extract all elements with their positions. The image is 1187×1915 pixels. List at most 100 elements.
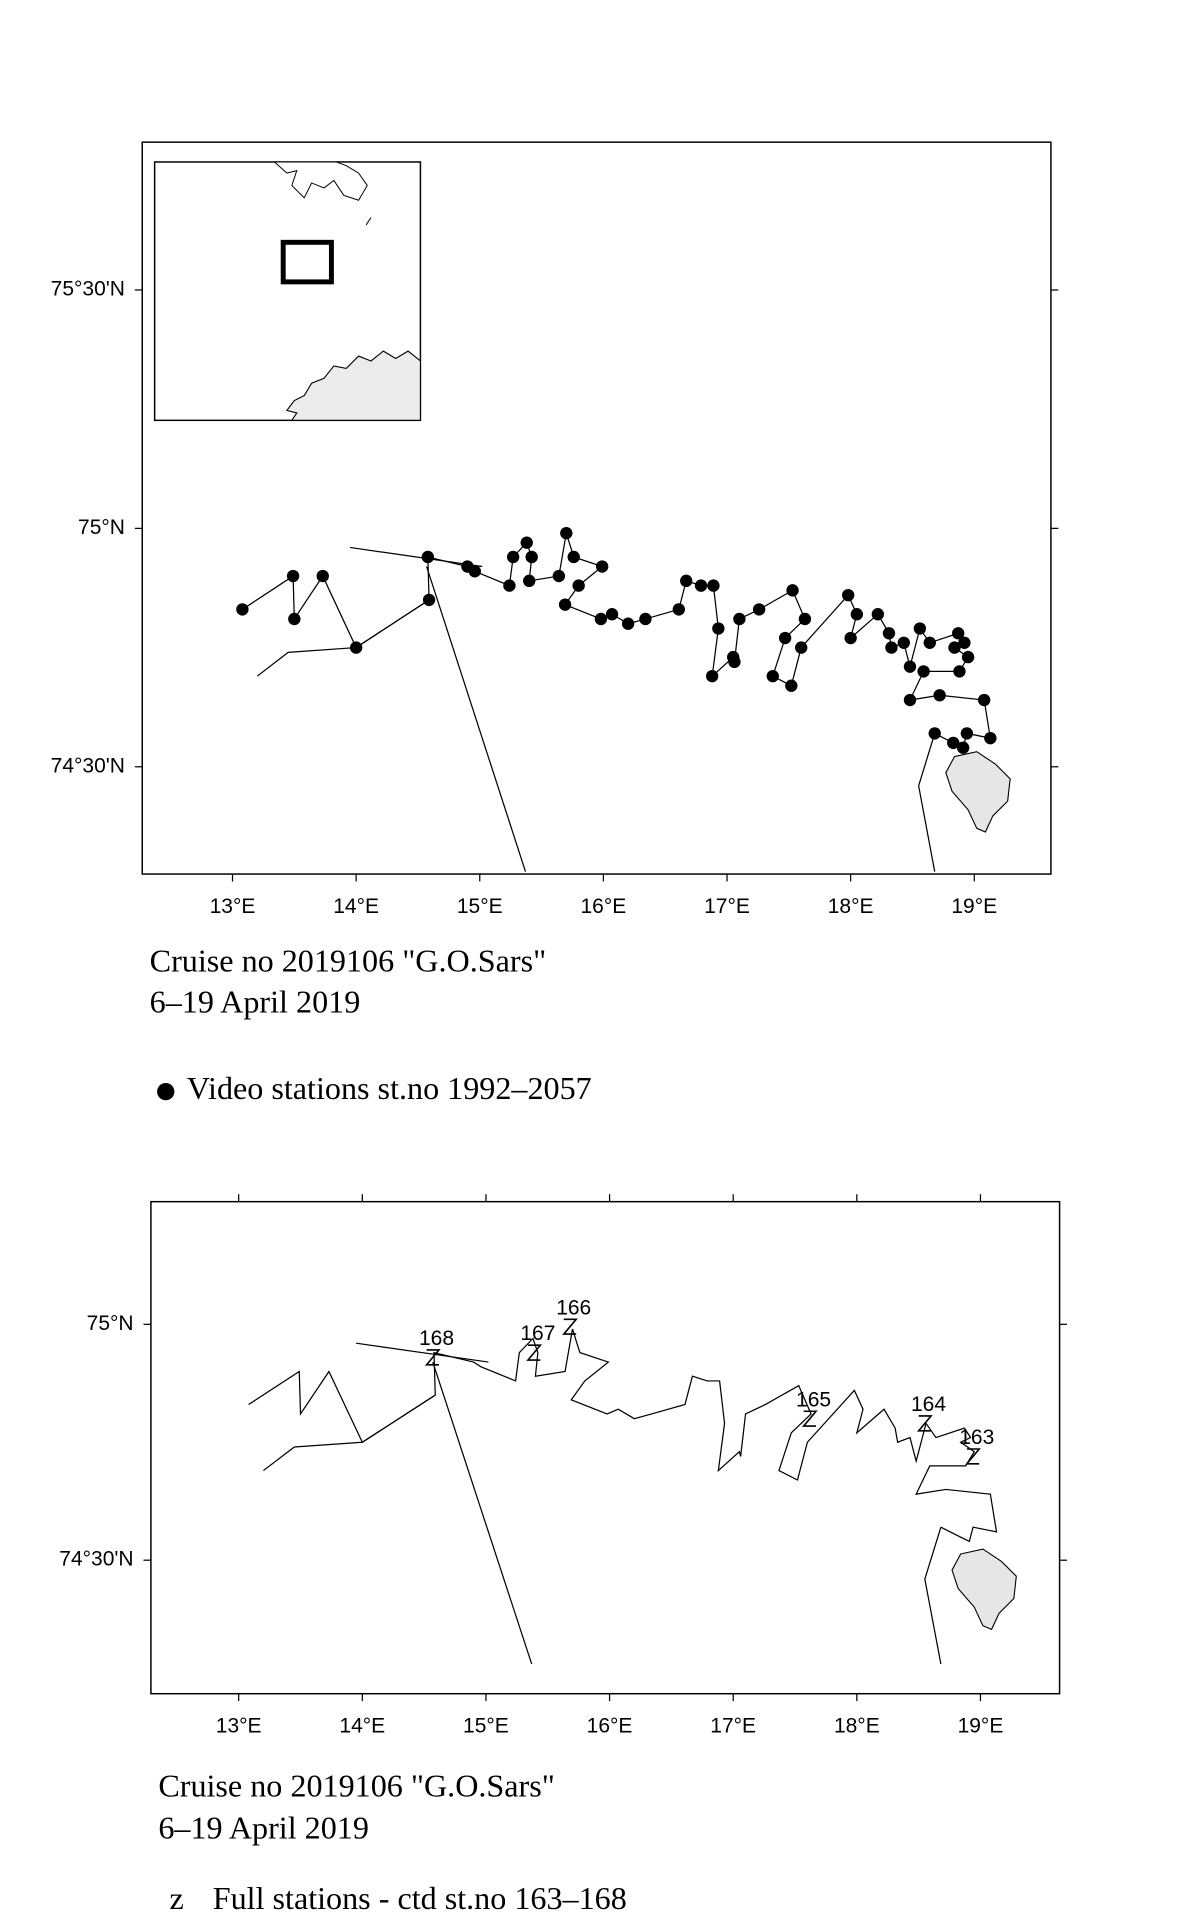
norway — [285, 350, 421, 421]
video-station — [523, 574, 536, 588]
video-station — [680, 574, 693, 588]
track — [432, 1361, 533, 1665]
video-station — [766, 670, 779, 683]
x-tick-label: 17°E — [704, 895, 750, 918]
station-label: 163 — [959, 1426, 994, 1449]
islet — [365, 217, 372, 226]
video-station — [795, 641, 808, 654]
video-station — [841, 588, 855, 602]
inset-map — [153, 161, 422, 422]
map-frame — [141, 141, 1052, 875]
track — [356, 1342, 489, 1363]
video-station — [917, 665, 930, 678]
video-station — [605, 608, 619, 621]
map: 13°E 14°E 15°E 16°E 17°E 18°E 19°E 74°30'N 75°N 7… — [51, 141, 1059, 918]
track — [248, 1328, 998, 1543]
video-station — [913, 622, 927, 635]
bear-island — [945, 751, 1011, 833]
video-station — [422, 593, 436, 607]
video-station — [707, 579, 720, 592]
caption: 6–19 April 2019 — [150, 983, 361, 1019]
video-station — [567, 550, 580, 564]
x-tick-label: 15°E — [457, 895, 503, 918]
video-station — [672, 603, 685, 616]
x-tick-label: 13°E — [216, 1715, 262, 1738]
x-tick-label: 16°E — [581, 895, 627, 918]
x-tick-label: 14°E — [333, 895, 379, 918]
full-station — [916, 1415, 933, 1432]
video-station — [960, 727, 974, 740]
x-tick-label: 19°E — [958, 1715, 1004, 1738]
caption: Cruise no 2019106 "G.O.Sars" — [150, 943, 547, 979]
track — [242, 532, 992, 749]
video-station — [977, 693, 991, 707]
map: 13°E 14°E 15°E 16°E 17°E 18°E 19°E 74°30'N 75°N 1… — [59, 1194, 1067, 1738]
video-station — [897, 636, 910, 649]
track — [924, 1526, 942, 1665]
video-station — [958, 636, 971, 649]
video-station — [349, 641, 363, 654]
video-station — [933, 689, 946, 702]
video-station — [903, 660, 917, 673]
x-tick-label: 13°E — [210, 895, 256, 918]
video-station — [947, 736, 960, 750]
station-label: 165 — [796, 1388, 831, 1411]
legend-symbol — [157, 1082, 175, 1101]
video-station — [706, 670, 719, 683]
legend-text: Full stations - ctd st.no 163–168 — [213, 1880, 627, 1915]
bear-island — [951, 1548, 1017, 1631]
video-station — [928, 727, 941, 740]
map-content — [248, 1318, 998, 1665]
station-label: 167 — [520, 1322, 555, 1345]
video-station — [844, 631, 857, 645]
video-station — [594, 612, 608, 626]
video-station — [785, 679, 798, 692]
video-station — [752, 603, 766, 616]
video-station — [885, 641, 898, 654]
video-station — [639, 612, 652, 626]
video-station — [953, 665, 966, 678]
caption: Cruise no 2019106 "G.O.Sars" — [158, 1767, 555, 1803]
full-station — [424, 1349, 441, 1366]
video-station — [956, 741, 970, 754]
x-tick-label: 15°E — [463, 1715, 509, 1738]
video-station — [503, 579, 516, 592]
video-station — [882, 627, 896, 640]
video-station — [778, 631, 792, 645]
y-tick-label: 74°30'N — [59, 1548, 133, 1571]
map-content — [236, 526, 997, 872]
video-station — [560, 526, 573, 540]
video-station — [621, 617, 635, 630]
y-tick-label: 75°N — [78, 516, 125, 539]
y-tick-label: 74°30'N — [51, 754, 125, 777]
video-station — [236, 603, 249, 616]
video-station — [286, 569, 300, 583]
map-frame — [150, 1200, 1061, 1695]
video-station — [903, 693, 917, 707]
video-station — [798, 612, 812, 626]
video-station — [850, 608, 864, 621]
video-station — [728, 655, 741, 669]
video-station — [984, 731, 997, 745]
station-label: 164 — [911, 1393, 946, 1416]
legend-text: Video stations st.no 1992–2057 — [187, 1070, 592, 1106]
video-station — [468, 565, 481, 578]
station-label: 166 — [556, 1296, 591, 1319]
video-station — [316, 569, 329, 583]
video-station — [506, 550, 520, 564]
video-station — [288, 612, 301, 626]
video-station — [558, 598, 572, 611]
legend-symbol: z — [169, 1880, 183, 1915]
y-tick-label: 75°N — [87, 1312, 134, 1335]
full-station — [801, 1410, 818, 1427]
full-station — [965, 1448, 981, 1465]
station-label: 168 — [419, 1327, 454, 1350]
study-area — [280, 239, 334, 285]
video-station — [961, 650, 975, 664]
x-tick-label: 14°E — [339, 1715, 385, 1738]
track — [918, 733, 936, 872]
video-station — [786, 584, 799, 597]
y-tick-label: 75°30'N — [51, 278, 125, 301]
x-tick-label: 18°E — [834, 1715, 880, 1738]
